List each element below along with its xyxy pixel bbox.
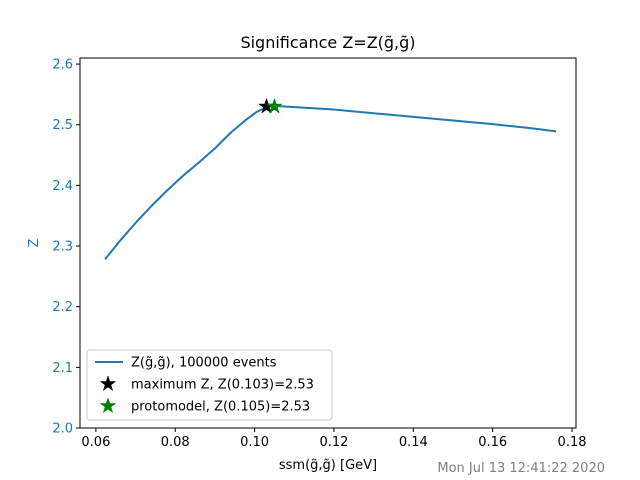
y-tick-label: 2.5 (52, 118, 73, 133)
x-tick-label: 0.12 (319, 435, 348, 450)
x-tick-label: 0.06 (81, 435, 110, 450)
x-tick-label: 0.14 (399, 435, 428, 450)
y-tick-label: 2.4 (52, 179, 73, 194)
legend-entry: maximum Z, Z(0.103)=2.53 (131, 378, 314, 393)
legend-star-swatch (99, 375, 117, 392)
x-tick-label: 0.16 (478, 435, 507, 450)
legend-box (86, 349, 333, 421)
y-tick-label: 2.3 (52, 240, 73, 255)
chart-title: Significance Z=Z(g̃,g̃) (240, 33, 415, 52)
legend-entry: Z(g̃,g̃), 100000 events (131, 356, 277, 371)
legend-star-swatch (99, 397, 117, 414)
plot-area: 0.06 0.08 0.10 0.12 0.14 0.16 0.18 2.0 2.1 2.2 2.3… (52, 57, 587, 450)
y-tick-label: 2.0 (52, 422, 73, 437)
series-line (104, 104, 557, 261)
y-tick-label: 2.1 (52, 361, 73, 376)
y-tick-label: 2.6 (52, 58, 73, 73)
x-tick-label: 0.08 (161, 435, 190, 450)
protomodel-marker (266, 97, 283, 114)
x-tick-label: 0.10 (240, 435, 269, 450)
timestamp: Mon Jul 13 12:41:22 2020 (437, 461, 605, 476)
axes-frame (79, 57, 577, 429)
x-axis-label: ssm(g̃,g̃) [GeV] (279, 458, 377, 473)
y-axis-label: Z (27, 238, 42, 247)
x-tick-label: 0.18 (558, 435, 587, 450)
legend-entry: protomodel, Z(0.105)=2.53 (131, 400, 310, 415)
y-tick-label: 2.2 (52, 300, 73, 315)
legend: Z(g̃,g̃), 100000 events maximum Z, Z(0.10… (86, 349, 333, 421)
